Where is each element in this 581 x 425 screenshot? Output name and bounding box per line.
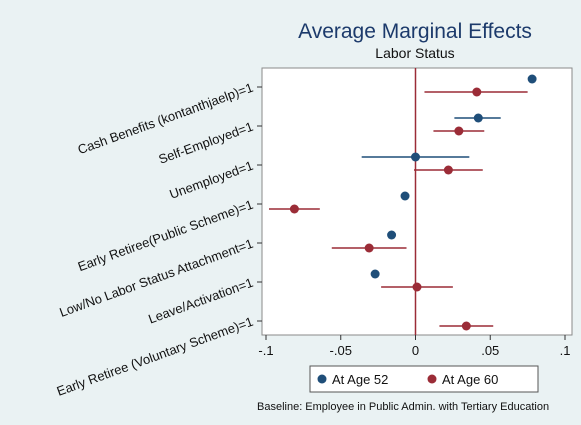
- data-point: [411, 152, 420, 162]
- legend: At Age 52 At Age 60: [309, 365, 539, 393]
- data-point: [370, 269, 380, 279]
- y-tick-label: Cash Benefits (kontanthjaelp)=1: [76, 80, 255, 157]
- data-point: [412, 282, 422, 292]
- y-axis-ticks: Cash Benefits (kontanthjaelp)=1Self-Empl…: [55, 80, 262, 399]
- data-point: [400, 191, 410, 201]
- legend-label: At Age 52: [332, 372, 388, 387]
- data-point: [473, 113, 483, 123]
- data-point: [472, 87, 482, 97]
- legend-label: At Age 60: [442, 372, 498, 387]
- x-tick-label: .05: [481, 343, 499, 358]
- y-tick-label: Self-Employed=1: [157, 119, 256, 167]
- y-tick-label: Early Retiree(Public Scheme)=1: [76, 197, 255, 274]
- data-point: [454, 126, 464, 136]
- data-point: [443, 165, 453, 175]
- x-tick-label: -.1: [258, 343, 273, 358]
- data-point: [527, 74, 537, 84]
- data-point: [364, 243, 374, 253]
- y-tick-label: Early Retiree (Voluntary Scheme)=1: [55, 314, 255, 399]
- chart-subtitle: Labor Status: [375, 45, 454, 61]
- baseline-note: Baseline: Employee in Public Admin. with…: [257, 401, 549, 413]
- legend-box: [309, 365, 539, 393]
- x-tick-label: 0: [412, 343, 419, 358]
- plot-area: [261, 67, 573, 336]
- data-point: [387, 230, 397, 240]
- y-tick-label: Unemployed=1: [167, 158, 255, 202]
- y-tick-label: Low/No Labor Status Attachment=1: [57, 236, 255, 320]
- data-point: [289, 204, 299, 214]
- legend-marker: [427, 374, 437, 384]
- x-tick-label: .1: [560, 343, 571, 358]
- chart-marks: [268, 68, 537, 335]
- x-tick-label: -.05: [330, 343, 352, 358]
- x-axis-ticks: -.1 -.05 0 .05 .1: [258, 335, 570, 358]
- legend-marker: [317, 374, 327, 384]
- data-point: [461, 321, 471, 331]
- chart-title: Average Marginal Effects: [298, 20, 532, 43]
